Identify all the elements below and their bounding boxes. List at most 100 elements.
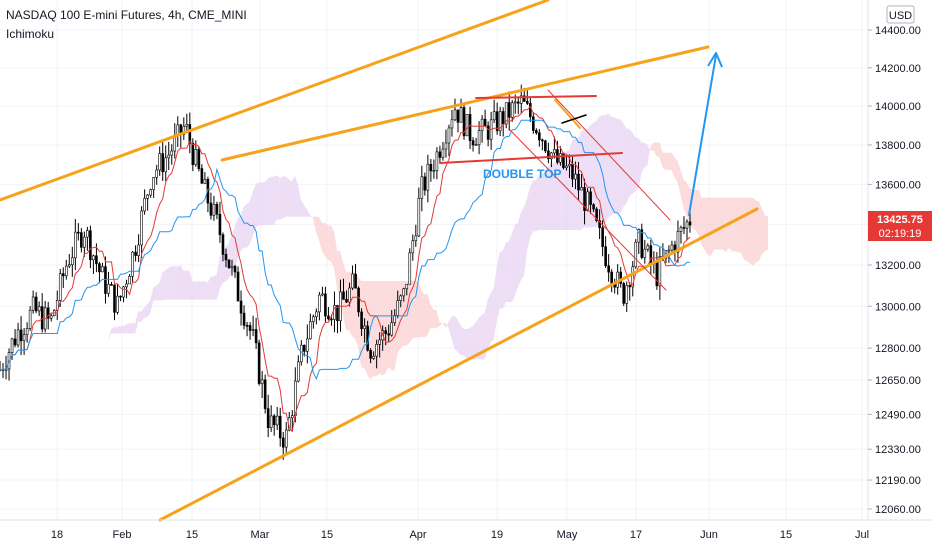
- cloud-segment: [430, 304, 434, 329]
- trendline-lower-support[interactable]: [158, 207, 759, 522]
- falling-channel-top[interactable]: [547, 89, 671, 221]
- candle-body: [387, 333, 390, 336]
- candle-body: [236, 271, 240, 302]
- drawings[interactable]: [0, 0, 759, 522]
- cloud-segment: [526, 187, 530, 252]
- cloud-segment: [542, 170, 546, 231]
- cloud-segment: [545, 166, 549, 231]
- double-top-resistance-line[interactable]: [475, 95, 597, 99]
- neckline[interactable]: [439, 152, 623, 164]
- cloud-segment: [710, 197, 714, 257]
- candle-body: [333, 305, 336, 320]
- cloud-segment: [475, 317, 479, 360]
- cloud-segment: [575, 138, 579, 231]
- cloud-segment: [740, 197, 744, 260]
- candle-body: [278, 415, 282, 439]
- candle-body: [218, 213, 222, 236]
- cloud-segment: [653, 142, 657, 157]
- candle-body: [61, 273, 65, 277]
- candle-body: [10, 338, 14, 353]
- cloud-segment: [535, 175, 540, 232]
- cloud-segment: [328, 225, 332, 262]
- currency-badge[interactable]: [886, 5, 915, 24]
- cloud-segment: [593, 120, 597, 228]
- candle-body: [336, 305, 339, 322]
- cloud-segment: [337, 250, 341, 297]
- cloud-segment: [135, 311, 139, 334]
- price-tick-label: 12650.00: [875, 375, 921, 387]
- price-tick-label: 12060.00: [875, 504, 921, 516]
- trendline-upper-inner[interactable]: [220, 45, 710, 162]
- candle-body: [646, 245, 650, 250]
- cloud-segment: [560, 152, 564, 231]
- cloud-segment: [743, 197, 747, 261]
- cloud-segment: [412, 281, 416, 339]
- candle-body: [459, 107, 463, 123]
- cloud-segment: [294, 175, 298, 217]
- candle-body: [559, 153, 562, 163]
- candle-body: [303, 344, 306, 352]
- candle-body: [420, 176, 424, 199]
- price-tick-label: 13200.00: [875, 260, 921, 272]
- candle-body: [215, 203, 219, 215]
- cloud-segment: [478, 315, 482, 360]
- cloud-segment: [180, 265, 184, 300]
- cloud-segment: [252, 183, 256, 237]
- cloud-segment: [300, 199, 304, 217]
- cloud-segment: [168, 266, 172, 300]
- cloud-segment: [310, 215, 314, 218]
- cloud-segment: [370, 281, 374, 380]
- time-tick-label: Jun: [700, 529, 718, 541]
- candle-body: [227, 259, 231, 269]
- candle-body: [643, 248, 647, 258]
- candle-body: [113, 284, 116, 313]
- candle-body: [28, 309, 32, 329]
- candle-body: [501, 111, 505, 125]
- candle-body: [462, 107, 466, 137]
- indicator-label[interactable]: Ichimoku: [6, 27, 54, 41]
- candle-body: [507, 102, 511, 118]
- cloud-segment: [198, 281, 202, 300]
- candle-body: [357, 287, 360, 313]
- candle-body: [321, 293, 324, 296]
- projection-arrow-shaft[interactable]: [688, 54, 717, 216]
- cloud-segment: [385, 281, 389, 374]
- chart-title[interactable]: NASDAQ 100 E-mini Futures, 4h, CME_MINI: [6, 8, 247, 22]
- cloud-segment: [156, 282, 160, 301]
- candle-body: [628, 285, 632, 288]
- small-black-mark[interactable]: [561, 114, 587, 124]
- candle-body: [604, 246, 607, 267]
- kijun-line: [0, 119, 690, 380]
- falling-channel-bottom[interactable]: [509, 129, 667, 291]
- candle-body: [513, 101, 517, 104]
- cloud-segment: [680, 170, 684, 209]
- cloud-segment: [719, 197, 723, 250]
- cloud-segment: [174, 266, 178, 300]
- cloud-segment: [421, 290, 425, 338]
- cloud-segment: [297, 185, 301, 217]
- candle-body: [185, 124, 189, 127]
- cloud-segment: [677, 160, 681, 196]
- cloud-segment: [186, 270, 190, 300]
- cloud-segment: [442, 322, 446, 328]
- time-tick-label: Feb: [113, 529, 132, 541]
- candle-body: [191, 143, 195, 165]
- candle-body: [330, 318, 333, 321]
- cloud-segment: [273, 175, 277, 225]
- price-tick-label: 13800.00: [875, 140, 921, 152]
- projection-arrow-head[interactable]: [707, 52, 723, 68]
- candle-body: [589, 191, 592, 205]
- candle-body: [137, 244, 140, 256]
- candles: [0, 84, 692, 460]
- cloud-segment: [219, 250, 223, 290]
- small-orange-mark[interactable]: [554, 99, 581, 129]
- price-tick-label: 12190.00: [875, 475, 921, 487]
- cloud-segment: [258, 182, 262, 226]
- candle-body: [122, 286, 125, 298]
- trendline-upper-outer[interactable]: [0, 0, 550, 202]
- price-tag-background: [868, 211, 932, 241]
- time-axis[interactable]: 18 Feb 15 Mar 15 Apr 19 May 17 Jun 15 Jul: [51, 529, 869, 541]
- cloud-segment: [325, 223, 329, 261]
- candle-body: [315, 311, 318, 318]
